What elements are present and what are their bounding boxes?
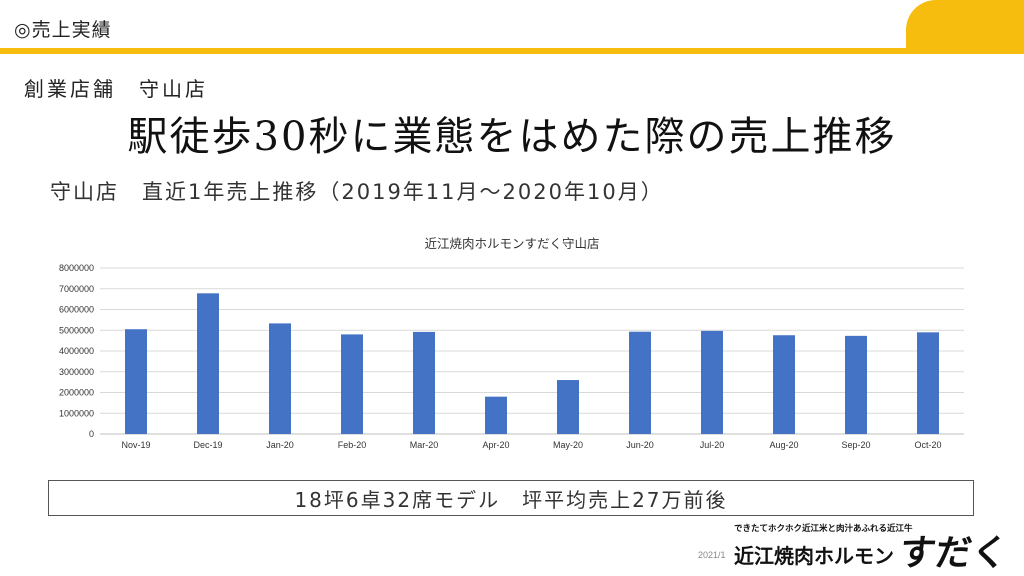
y-tick-label: 4000000 [59, 346, 94, 356]
bar-Oct-20 [917, 332, 939, 434]
x-tick-label: Sep-20 [841, 440, 870, 450]
bar-Aug-20 [773, 335, 795, 434]
chart-subtitle: 守山店 直近1年売上推移（2019年11月～2020年10月） [50, 180, 664, 204]
logo-tagline: できたてホクホク近江米と肉汁あふれる近江牛 [734, 524, 913, 534]
y-tick-label: 6000000 [59, 305, 94, 315]
bar-Jan-20 [269, 323, 291, 434]
chart-grid [100, 267, 964, 435]
store-label: 創業店舗 守山店 [24, 77, 208, 101]
x-tick-label: Jun-20 [626, 440, 654, 450]
bar-May-20 [557, 380, 579, 434]
section-label: ◎売上実績 [14, 19, 112, 41]
logo-store-name: 近江焼肉ホルモン [734, 544, 894, 568]
chart-title: 近江焼肉ホルモンすだく守山店 [424, 237, 599, 251]
y-tick-label: 3000000 [59, 367, 94, 377]
chart-bars [125, 293, 939, 434]
page-title: 駅徒歩30秒に業態をはめた際の売上推移 [127, 114, 897, 160]
bar-Sep-20 [845, 335, 867, 434]
x-tick-label: Jan-20 [266, 440, 294, 450]
bar-Nov-19 [125, 329, 147, 434]
bar-Mar-20 [413, 331, 435, 434]
brand-logo: できたてホクホク近江米と肉汁あふれる近江牛 近江焼肉ホルモン すだく [728, 518, 1010, 574]
x-tick-label: Dec-19 [193, 440, 222, 450]
y-tick-label: 2000000 [59, 388, 94, 398]
x-axis-labels: Nov-19 Dec-19 Jan-20 Feb-20 Mar-20 Apr-20 May-… [121, 440, 941, 450]
y-tick-label: 1000000 [59, 408, 94, 418]
x-tick-label: Jul-20 [700, 440, 725, 450]
x-tick-label: Aug-20 [769, 440, 798, 450]
x-tick-label: May-20 [553, 440, 583, 450]
header-accent-tab [906, 0, 1024, 54]
bar-Dec-19 [197, 293, 219, 434]
footer-date: 2021/1 [698, 550, 726, 560]
logo-brand-name: すだく [896, 533, 1011, 574]
y-tick-label: 0 [89, 429, 94, 439]
sales-bar-chart: 近江焼肉ホルモンすだく守山店 0 1000000 2000000 3000000 400… [59, 237, 964, 450]
model-summary-text: 18坪6卓32席モデル 坪平均売上27万前後 [294, 487, 728, 512]
x-tick-label: Apr-20 [482, 440, 509, 450]
bar-Apr-20 [485, 396, 507, 434]
x-tick-label: Oct-20 [914, 440, 941, 450]
header-accent-bar [0, 48, 1024, 54]
y-tick-label: 5000000 [59, 325, 94, 335]
x-tick-label: Mar-20 [410, 440, 439, 450]
bar-Jul-20 [701, 330, 723, 434]
x-tick-label: Nov-19 [121, 440, 150, 450]
chart-container: 近江焼肉ホルモンすだく守山店 0 1000000 2000000 3000000 400… [40, 226, 984, 476]
y-axis-labels: 0 1000000 2000000 3000000 4000000 5000000 6000… [59, 263, 94, 439]
model-summary-box: 18坪6卓32席モデル 坪平均売上27万前後 [48, 480, 974, 516]
y-tick-label: 8000000 [59, 263, 94, 273]
x-tick-label: Feb-20 [338, 440, 367, 450]
bar-Feb-20 [341, 334, 363, 434]
bar-Jun-20 [629, 331, 651, 434]
y-tick-label: 7000000 [59, 284, 94, 294]
